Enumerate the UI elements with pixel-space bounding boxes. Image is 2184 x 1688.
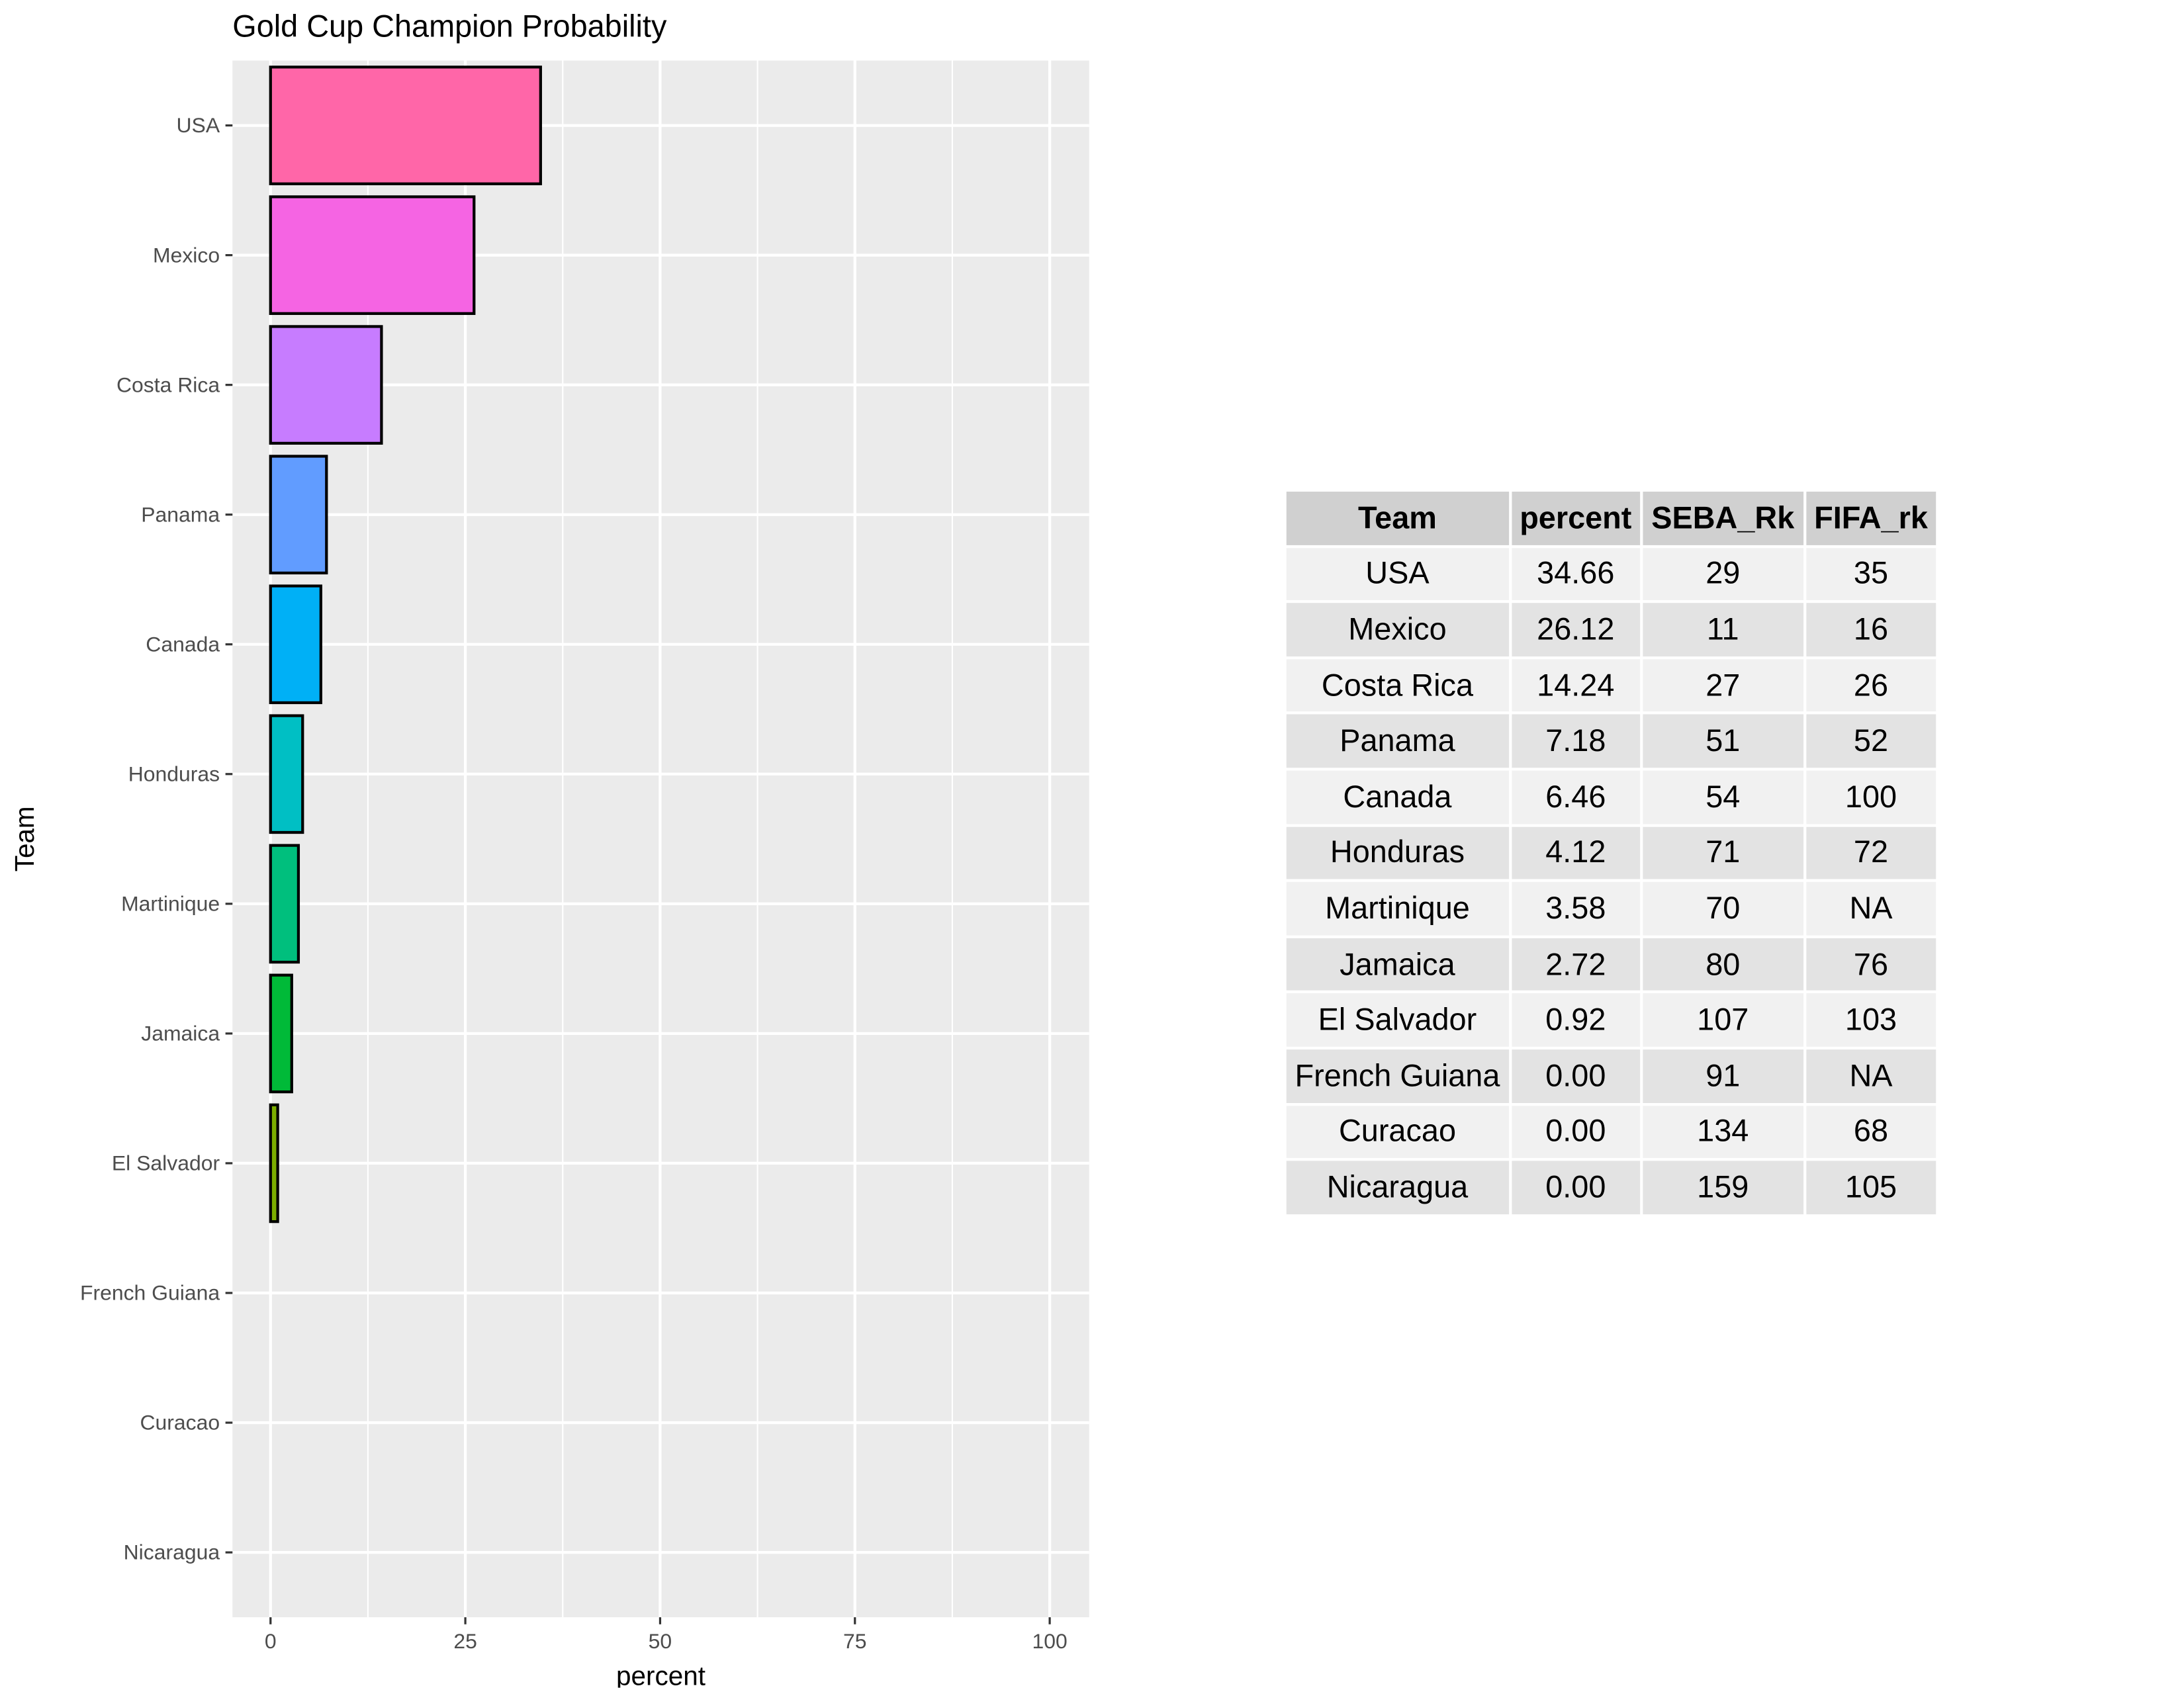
bar-usa (269, 66, 542, 185)
bar-chart: USA Mexico Costa Rica Panama Canada Honduras M… (9, 60, 1089, 1688)
bar-el-salvador (269, 1103, 279, 1223)
table-cell: NA (1805, 882, 1936, 936)
table-cell: 6.46 (1511, 770, 1641, 824)
table-row: Canada 6.46 54 100 (1286, 770, 1936, 824)
table-row: French Guiana 0.00 91 NA (1286, 1049, 1936, 1103)
table-cell: 26 (1805, 658, 1936, 712)
table-cell: 68 (1805, 1105, 1936, 1159)
table-row: Honduras 4.12 71 72 (1286, 826, 1936, 879)
table-cell: USA (1286, 547, 1509, 601)
table-cell: Martinique (1286, 882, 1509, 936)
x-tick-label: 50 (649, 1629, 672, 1653)
x-tick-label: 25 (453, 1629, 477, 1653)
table-cell: 7.18 (1511, 715, 1641, 768)
table-cell: 11 (1643, 603, 1803, 656)
x-tick-label: 75 (843, 1629, 867, 1653)
table-row: USA 34.66 29 35 (1286, 547, 1936, 601)
y-tick-label: Costa Rica (116, 373, 220, 396)
table-cell: 4.12 (1511, 826, 1641, 879)
table-cell: 34.66 (1511, 547, 1641, 601)
table-cell: 159 (1643, 1161, 1803, 1214)
table-cell: Panama (1286, 715, 1509, 768)
y-tick-label: Honduras (128, 762, 220, 785)
bar-mexico (269, 195, 476, 315)
column-header: Team (1286, 492, 1509, 545)
table-cell: 2.72 (1511, 938, 1641, 991)
y-tick-label: USA (176, 113, 220, 137)
bar-panama (269, 455, 328, 575)
table-row: Mexico 26.12 11 16 (1286, 603, 1936, 656)
table-cell: 52 (1805, 715, 1936, 768)
table-cell: 80 (1643, 938, 1803, 991)
table-cell: 0.00 (1511, 1049, 1641, 1103)
column-header: percent (1511, 492, 1641, 545)
bar-martinique (269, 844, 300, 964)
bar-canada (269, 584, 322, 705)
table-cell: 27 (1643, 658, 1803, 712)
table-cell: 0.00 (1511, 1161, 1641, 1214)
y-tick-label: El Salvador (112, 1151, 220, 1175)
table-row: Jamaica 2.72 80 76 (1286, 938, 1936, 991)
table-cell: 105 (1805, 1161, 1936, 1214)
table-cell: 16 (1805, 603, 1936, 656)
table-cell: El Salvador (1286, 993, 1509, 1047)
table-cell: 71 (1643, 826, 1803, 879)
table-cell: 0.00 (1511, 1105, 1641, 1159)
table-row: Costa Rica 14.24 27 26 (1286, 658, 1936, 712)
table-header-row: Team percent SEBA_Rk FIFA_rk (1286, 492, 1936, 545)
column-header: FIFA_rk (1805, 492, 1936, 545)
table-cell: Curacao (1286, 1105, 1509, 1159)
bar-jamaica (269, 973, 293, 1094)
column-header: SEBA_Rk (1643, 492, 1803, 545)
y-tick-label: Mexico (153, 243, 220, 267)
table-cell: Canada (1286, 770, 1509, 824)
y-tick-label: Jamaica (141, 1022, 220, 1045)
table-cell: Honduras (1286, 826, 1509, 879)
table-cell: Nicaragua (1286, 1161, 1509, 1214)
stats-table: Team percent SEBA_Rk FIFA_rk USA 34.66 29 35 Me… (1284, 489, 1939, 1217)
table-cell: 3.58 (1511, 882, 1641, 936)
table-cell: 54 (1643, 770, 1803, 824)
y-tick-label: Panama (141, 502, 220, 526)
table-row: Curacao 0.00 134 68 (1286, 1105, 1936, 1159)
bar-honduras (269, 714, 304, 834)
table-cell: 103 (1805, 993, 1936, 1047)
table-cell: 14.24 (1511, 658, 1641, 712)
y-axis-label: Team (9, 806, 40, 871)
table-cell: 134 (1643, 1105, 1803, 1159)
chart-title: Gold Cup Champion Probability (232, 8, 667, 44)
y-tick-label: Curacao (140, 1411, 220, 1435)
y-tick-label: Martinique (121, 891, 220, 915)
y-tick-label: Canada (146, 632, 220, 656)
table-cell: 26.12 (1511, 603, 1641, 656)
y-tick-label: Nicaragua (124, 1540, 220, 1564)
table-row: Nicaragua 0.00 159 105 (1286, 1161, 1936, 1214)
table-row: El Salvador 0.92 107 103 (1286, 993, 1936, 1047)
x-tick-label: 100 (1032, 1629, 1067, 1653)
table-row: Martinique 3.58 70 NA (1286, 882, 1936, 936)
table-cell: 76 (1805, 938, 1936, 991)
table-cell: Costa Rica (1286, 658, 1509, 712)
x-tick-label: 0 (265, 1629, 277, 1653)
table-row: Panama 7.18 51 52 (1286, 715, 1936, 768)
table-cell: 72 (1805, 826, 1936, 879)
x-axis-label: percent (616, 1660, 705, 1687)
bar-costa-rica (269, 325, 383, 445)
table-cell: 91 (1643, 1049, 1803, 1103)
table-cell: Jamaica (1286, 938, 1509, 991)
table-cell: NA (1805, 1049, 1936, 1103)
table-cell: 107 (1643, 993, 1803, 1047)
table-cell: 51 (1643, 715, 1803, 768)
table-cell: 29 (1643, 547, 1803, 601)
table-cell: 0.92 (1511, 993, 1641, 1047)
table-cell: Mexico (1286, 603, 1509, 656)
y-tick-label: French Guiana (80, 1281, 220, 1305)
table-cell: 100 (1805, 770, 1936, 824)
table-cell: French Guiana (1286, 1049, 1509, 1103)
table-cell: 70 (1643, 882, 1803, 936)
table-cell: 35 (1805, 547, 1936, 601)
